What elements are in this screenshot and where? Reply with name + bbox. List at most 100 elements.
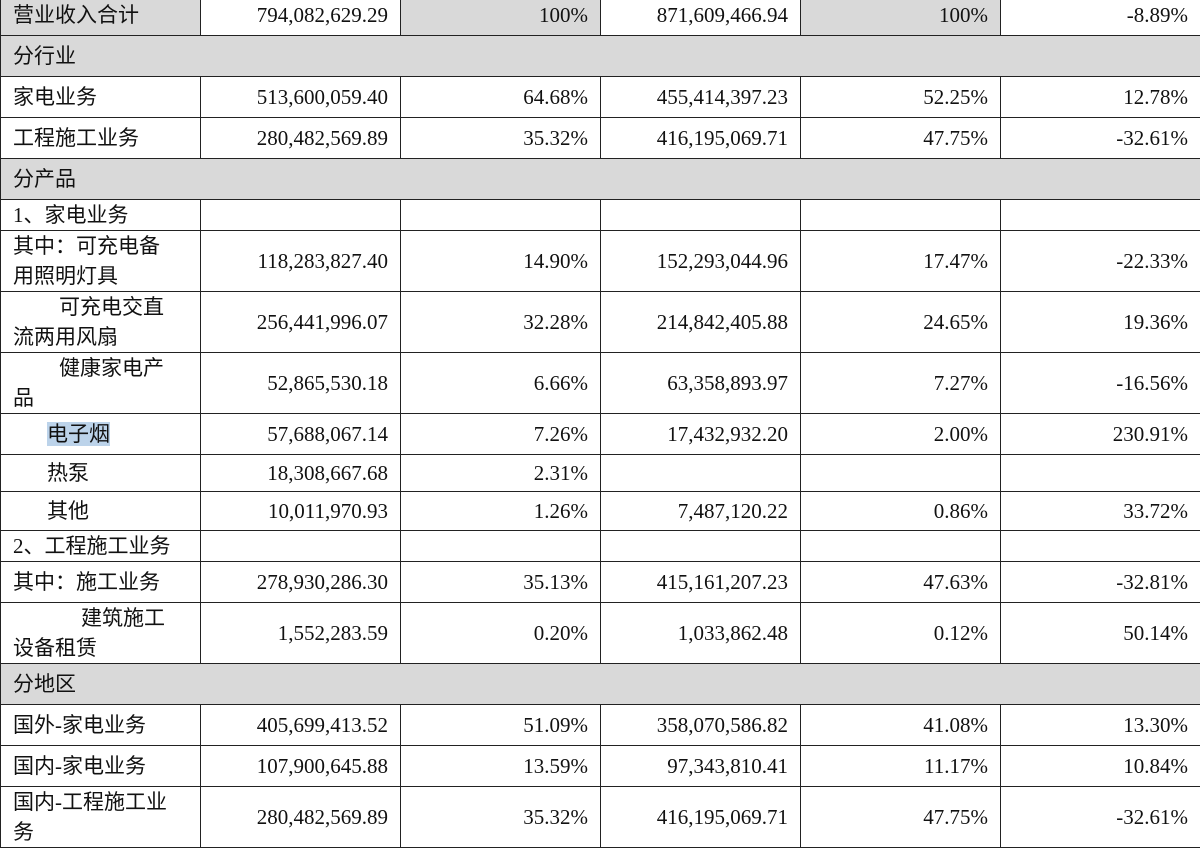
prior-amount: 415,161,207.23 xyxy=(600,561,801,603)
current-share: 100% xyxy=(400,0,601,36)
row-label-line2: 务 xyxy=(13,820,34,844)
current-share: 35.13% xyxy=(400,561,601,603)
prior-share: 2.00% xyxy=(800,413,1001,455)
row-label: 国内-工程施工业务 xyxy=(0,786,201,848)
row-label: 工程施工业务 xyxy=(0,117,201,159)
change-rate: 19.36% xyxy=(1000,291,1200,353)
current-amount: 57,688,067.14 xyxy=(200,413,401,455)
row-label: 电子烟 xyxy=(0,413,201,455)
section-row-industry: 分行业 xyxy=(0,35,1200,77)
section-row-product: 分产品 xyxy=(0,158,1200,200)
current-amount: 1,552,283.59 xyxy=(200,602,401,664)
prior-amount: 152,293,044.96 xyxy=(600,230,801,292)
prior-share: 47.63% xyxy=(800,561,1001,603)
prior-share: 41.08% xyxy=(800,704,1001,746)
table-row: 国外-家电业务 405,699,413.52 51.09% 358,070,58… xyxy=(0,704,1200,746)
row-label: 可充电交直 流两用风扇 xyxy=(0,291,201,353)
row-label: 营业收入合计 xyxy=(0,0,201,36)
change-rate: -32.81% xyxy=(1000,561,1200,603)
prior-amount: 63,358,893.97 xyxy=(600,352,801,414)
section-label: 分地区 xyxy=(0,663,1200,705)
prior-amount: 214,842,405.88 xyxy=(600,291,801,353)
highlighted-text[interactable]: 电子烟 xyxy=(47,422,110,446)
change-rate: -32.61% xyxy=(1000,786,1200,848)
row-label: 其中：可充电备 用照明灯具 xyxy=(0,230,201,292)
change-rate: 230.91% xyxy=(1000,413,1200,455)
change-rate xyxy=(1000,454,1200,492)
section-row-region: 分地区 xyxy=(0,663,1200,705)
change-rate: -22.33% xyxy=(1000,230,1200,292)
row-label: 国内-家电业务 xyxy=(0,745,201,787)
table-row: 可充电交直 流两用风扇 256,441,996.07 32.28% 214,842… xyxy=(0,291,1200,353)
row-label: 健康家电产品 xyxy=(0,352,201,414)
section-label: 分行业 xyxy=(0,35,1200,77)
table-row: 健康家电产品 52,865,530.18 6.66% 63,358,893.97… xyxy=(0,352,1200,414)
row-label-line2: 设备租赁 xyxy=(13,636,97,660)
prior-amount: 97,343,810.41 xyxy=(600,745,801,787)
prior-amount: 7,487,120.22 xyxy=(600,491,801,531)
table-row: 热泵 18,308,667.68 2.31% xyxy=(0,454,1200,492)
current-amount: 280,482,569.89 xyxy=(200,786,401,848)
current-amount: 118,283,827.40 xyxy=(200,230,401,292)
prior-share xyxy=(800,530,1001,562)
current-amount: 18,308,667.68 xyxy=(200,454,401,492)
current-amount xyxy=(200,199,401,231)
table-row: 其中：施工业务 278,930,286.30 35.13% 415,161,20… xyxy=(0,561,1200,603)
row-label: 2、工程施工业务 xyxy=(0,530,201,562)
table-row: 国内-工程施工业务 280,482,569.89 35.32% 416,195,… xyxy=(0,786,1200,848)
current-share: 64.68% xyxy=(400,76,601,118)
prior-share: 24.65% xyxy=(800,291,1001,353)
current-share xyxy=(400,199,601,231)
prior-share: 47.75% xyxy=(800,786,1001,848)
current-share: 13.59% xyxy=(400,745,601,787)
prior-amount xyxy=(600,530,801,562)
current-share: 6.66% xyxy=(400,352,601,414)
table-row: 国内-家电业务 107,900,645.88 13.59% 97,343,810… xyxy=(0,745,1200,787)
prior-amount: 455,414,397.23 xyxy=(600,76,801,118)
change-rate: 13.30% xyxy=(1000,704,1200,746)
row-label-line2: 流两用风扇 xyxy=(13,325,118,349)
current-share: 51.09% xyxy=(400,704,601,746)
current-share: 35.32% xyxy=(400,117,601,159)
current-share: 2.31% xyxy=(400,454,601,492)
change-rate: 10.84% xyxy=(1000,745,1200,787)
prior-share: 0.12% xyxy=(800,602,1001,664)
table-row: 建筑施工 设备租赁 1,552,283.59 0.20% 1,033,862.48… xyxy=(0,602,1200,664)
prior-share: 7.27% xyxy=(800,352,1001,414)
current-share xyxy=(400,530,601,562)
table-row: 工程施工业务 280,482,569.89 35.32% 416,195,069… xyxy=(0,117,1200,159)
table-row: 其中：可充电备 用照明灯具 118,283,827.40 14.90% 152,2… xyxy=(0,230,1200,292)
prior-share: 11.17% xyxy=(800,745,1001,787)
current-amount: 278,930,286.30 xyxy=(200,561,401,603)
prior-amount xyxy=(600,454,801,492)
current-share: 35.32% xyxy=(400,786,601,848)
table-row: 其他 10,011,970.93 1.26% 7,487,120.22 0.86… xyxy=(0,491,1200,531)
prior-share xyxy=(800,454,1001,492)
prior-share: 52.25% xyxy=(800,76,1001,118)
current-amount xyxy=(200,530,401,562)
row-label: 建筑施工设备租赁 xyxy=(0,602,201,664)
prior-amount: 416,195,069.71 xyxy=(600,786,801,848)
change-rate: 12.78% xyxy=(1000,76,1200,118)
row-label: 热泵 xyxy=(0,454,201,492)
prior-amount: 358,070,586.82 xyxy=(600,704,801,746)
prior-amount: 416,195,069.71 xyxy=(600,117,801,159)
current-amount: 513,600,059.40 xyxy=(200,76,401,118)
prior-amount xyxy=(600,199,801,231)
table-row: 电子烟 57,688,067.14 7.26% 17,432,932.20 2.… xyxy=(0,413,1200,455)
prior-share xyxy=(800,199,1001,231)
current-amount: 794,082,629.29 xyxy=(200,0,401,36)
current-share: 14.90% xyxy=(400,230,601,292)
current-amount: 280,482,569.89 xyxy=(200,117,401,159)
prior-amount: 1,033,862.48 xyxy=(600,602,801,664)
prior-share: 47.75% xyxy=(800,117,1001,159)
table-row: 1、家电业务 xyxy=(0,199,1200,231)
row-label: 国外-家电业务 xyxy=(0,704,201,746)
prior-share: 17.47% xyxy=(800,230,1001,292)
current-share: 7.26% xyxy=(400,413,601,455)
row-label: 1、家电业务 xyxy=(0,199,201,231)
row-label-line1: 建筑施工 xyxy=(81,606,165,630)
section-label: 分产品 xyxy=(0,158,1200,200)
row-label-line2: 品 xyxy=(13,386,34,410)
